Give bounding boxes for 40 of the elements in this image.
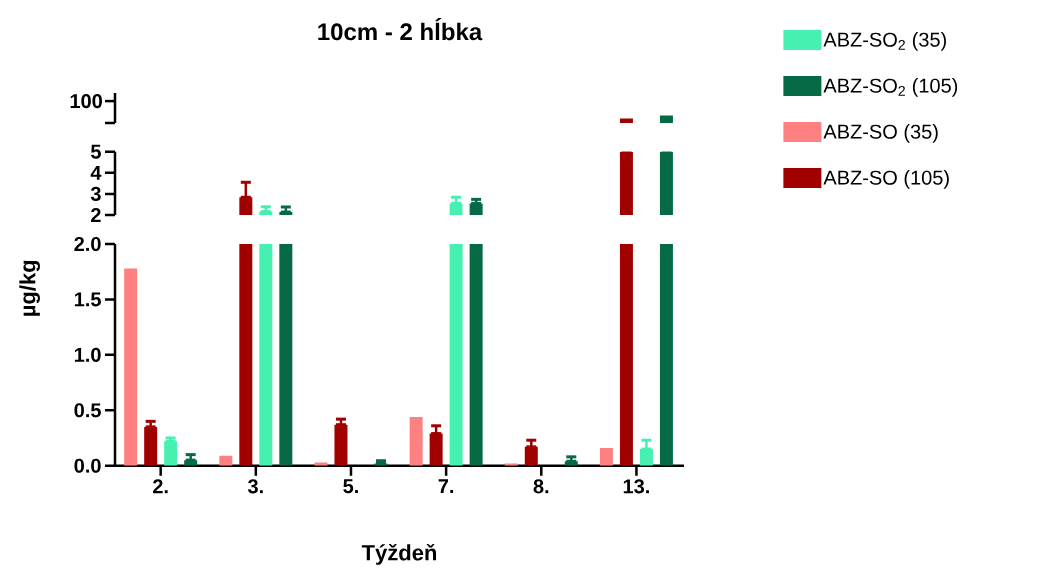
bar	[429, 433, 443, 466]
bar	[219, 455, 233, 466]
y-tick-label: 0.5	[74, 403, 101, 418]
y-tick-label: 5	[90, 144, 101, 159]
x-axis-title: Týždeň	[361, 543, 437, 565]
bar	[409, 416, 423, 466]
y-tick-label: 1.5	[74, 292, 101, 307]
x-tick-label: 5.	[343, 479, 358, 494]
bar	[239, 244, 253, 466]
bar	[469, 244, 483, 466]
bar	[124, 268, 138, 466]
y-tick-label: 0.0	[74, 458, 101, 473]
x-tick-label: 13.	[623, 479, 649, 494]
y-tick-label: 3	[90, 186, 101, 201]
x-tick-label: 8.	[533, 479, 549, 494]
bar	[599, 447, 613, 466]
y-tick-label: 1.0	[74, 347, 101, 362]
legend-label: ABZ-SO$_{2}$ (35)	[823, 32, 946, 51]
bar	[279, 244, 293, 466]
text: 100	[70, 94, 102, 109]
bar	[259, 244, 273, 466]
bar	[334, 424, 348, 466]
bar	[504, 463, 518, 466]
y-tick-label: 2	[91, 208, 101, 222]
legend-label: ABZ-SO (105)	[823, 170, 949, 189]
legend-label: ABZ-SO$_{2}$ (105)	[823, 78, 958, 97]
bar	[449, 244, 463, 466]
y-tick-label: 2.0	[74, 236, 101, 252]
x-tick-label: 7.	[438, 479, 454, 493]
bar	[144, 426, 158, 466]
bar	[659, 244, 673, 466]
x-tick-label: 2.	[153, 479, 168, 494]
bar	[619, 244, 633, 466]
x-tick-label: 3.	[247, 479, 263, 494]
y-tick-label: 4	[90, 165, 102, 180]
bar	[164, 441, 178, 466]
legend-label: ABZ-SO (35)	[823, 124, 938, 143]
y-axis-title: µg/kg	[19, 260, 40, 316]
chart-title: 10cm - 2 hĺbka	[318, 17, 483, 41]
bar	[314, 462, 328, 466]
